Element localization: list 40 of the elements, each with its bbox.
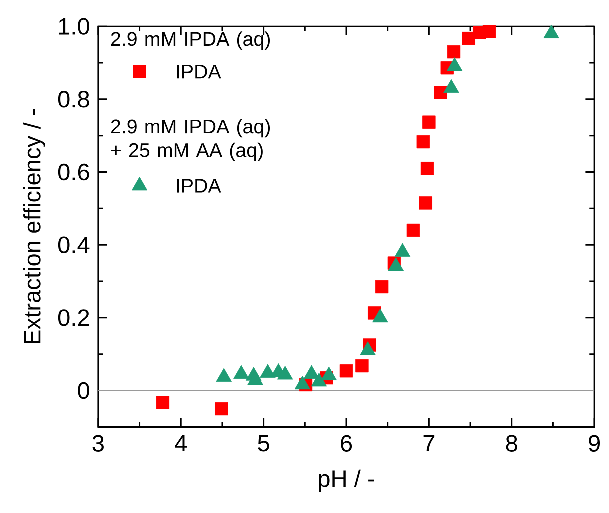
- y-tick-label: 1.0: [59, 18, 90, 36]
- point: [304, 365, 320, 380]
- point: [321, 366, 338, 381]
- y-axis-title: Extraction efficiency / -: [24, 109, 46, 344]
- x-tick-label: 6: [341, 435, 352, 452]
- x-tick-label: 8: [506, 435, 518, 452]
- x-tick-label: 3: [92, 435, 104, 452]
- y-tick-label: 0.8: [58, 91, 90, 108]
- point: [416, 136, 430, 149]
- legend-label: IPDA: [177, 65, 222, 79]
- point: [420, 162, 434, 176]
- point: [234, 365, 250, 380]
- point: [394, 243, 411, 258]
- point: [434, 86, 448, 100]
- point: [388, 258, 404, 272]
- y-tick-label: 0.2: [58, 310, 90, 326]
- annotation: 2.9 mM IPDA (aq) + 25 mM AA (aq): [111, 119, 270, 162]
- y-tick-label: 0.4: [58, 236, 90, 254]
- x-tick-label: 4: [175, 435, 187, 452]
- point: [372, 308, 388, 323]
- point: [277, 366, 294, 380]
- point: [216, 368, 232, 382]
- y-tick-label: 0: [78, 382, 90, 400]
- y-tick-label: 0.6: [58, 164, 90, 181]
- x-axis-title: pH / -: [319, 470, 374, 492]
- point: [294, 376, 311, 390]
- point: [260, 364, 276, 378]
- point: [375, 280, 389, 294]
- point: [482, 25, 496, 38]
- point: [406, 224, 420, 238]
- x-tick-label: 5: [258, 435, 270, 452]
- x-tick-label: 9: [589, 435, 600, 452]
- legend-label: IPDA: [177, 179, 222, 193]
- annotation: 2.9 mM IPDA (aq): [111, 32, 270, 50]
- point: [447, 46, 461, 59]
- point: [422, 116, 436, 130]
- x-tick-label: 7: [424, 435, 435, 452]
- point: [311, 373, 328, 387]
- point: [360, 342, 376, 356]
- point: [419, 196, 432, 210]
